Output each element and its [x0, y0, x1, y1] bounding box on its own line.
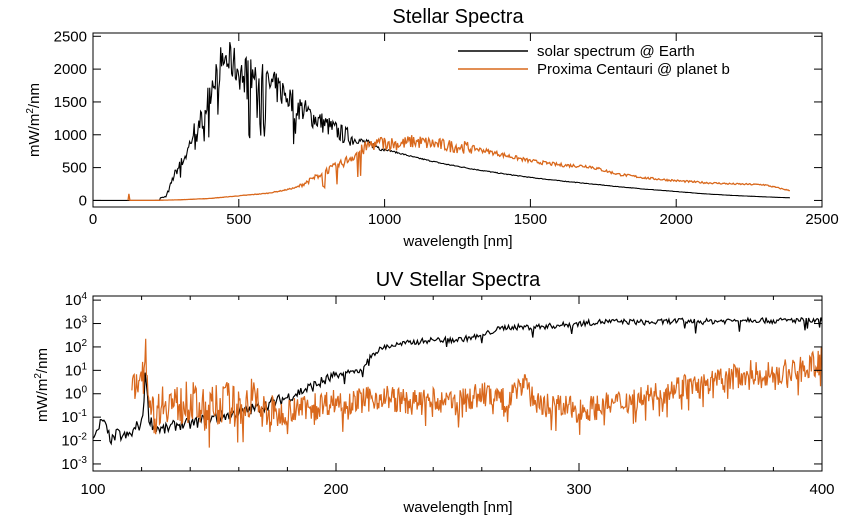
bottom-y-tick-label-5: 102: [65, 338, 88, 356]
bottom-plot-frame: [92, 295, 823, 472]
top-x-tick-label-2: 1000: [368, 211, 401, 228]
top-x-tick-label-1: 500: [226, 211, 251, 228]
legend-label-proxima: Proxima Centauri @ planet b: [537, 61, 730, 78]
top-y-tick-label-1: 500: [62, 160, 87, 177]
top-x-tick-label-5: 2500: [805, 211, 838, 228]
top-x-tick-label-0: 0: [89, 211, 97, 228]
bottom-y-tick-label-2: 10-1: [61, 408, 87, 426]
legend-label-solar: solar spectrum @ Earth: [537, 43, 695, 60]
bottom-y-tick-label-1: 10-2: [61, 432, 87, 450]
top-y-tick-label-5: 2500: [54, 28, 87, 45]
bottom-y-tick-label-4: 101: [65, 361, 88, 379]
bottom-y-tick-label-7: 104: [65, 291, 88, 309]
bottom-x-tick-label-1: 200: [323, 481, 348, 498]
bottom-y-label-part-1: mW/m: [34, 379, 51, 422]
plot-layer: 0 500 1000 1500 2000 2500 0 500 1000 1500 2000 2500…: [54, 28, 839, 498]
top-y-tick-label-2: 1000: [54, 127, 87, 144]
bottom-series-line-proxima: [131, 338, 822, 448]
bottom-y-tick-label-3: 100: [65, 385, 88, 403]
bottom-y-label-superscript: 2: [33, 373, 44, 379]
top-chart-title: Stellar Spectra: [392, 6, 524, 28]
top-x-axis-label: wavelength [nm]: [402, 233, 512, 250]
bottom-chart-title: UV Stellar Spectra: [376, 269, 541, 291]
top-x-tick-label-4: 2000: [660, 211, 693, 228]
bottom-y-tick-label-6: 103: [65, 315, 88, 333]
top-y-tick-label-4: 2000: [54, 61, 87, 78]
top-y-label-part-2: /nm: [26, 83, 43, 108]
top-y-label-part-1: mW/m: [26, 114, 43, 157]
bottom-y-label-part-2: /nm: [34, 348, 51, 373]
top-y-axis-label: mW/m2/nm: [25, 83, 43, 157]
top-series-line-solar: [93, 42, 790, 201]
bottom-x-tick-label-2: 300: [566, 481, 591, 498]
bottom-x-axis-label: wavelength [nm]: [402, 499, 512, 516]
bottom-x-tick-label-0: 100: [80, 481, 105, 498]
top-y-label-superscript: 2: [25, 108, 36, 114]
bottom-y-axis-label: mW/m2/nm: [33, 348, 51, 422]
top-y-tick-label-0: 0: [79, 192, 87, 209]
bottom-y-tick-label-0: 10-3: [61, 455, 87, 473]
top-x-tick-label-3: 1500: [514, 211, 547, 228]
top-y-tick-label-3: 1500: [54, 94, 87, 111]
top-plot-frame: [92, 32, 823, 208]
bottom-x-tick-label-3: 400: [809, 481, 834, 498]
top-series-line-proxima: [127, 135, 791, 202]
